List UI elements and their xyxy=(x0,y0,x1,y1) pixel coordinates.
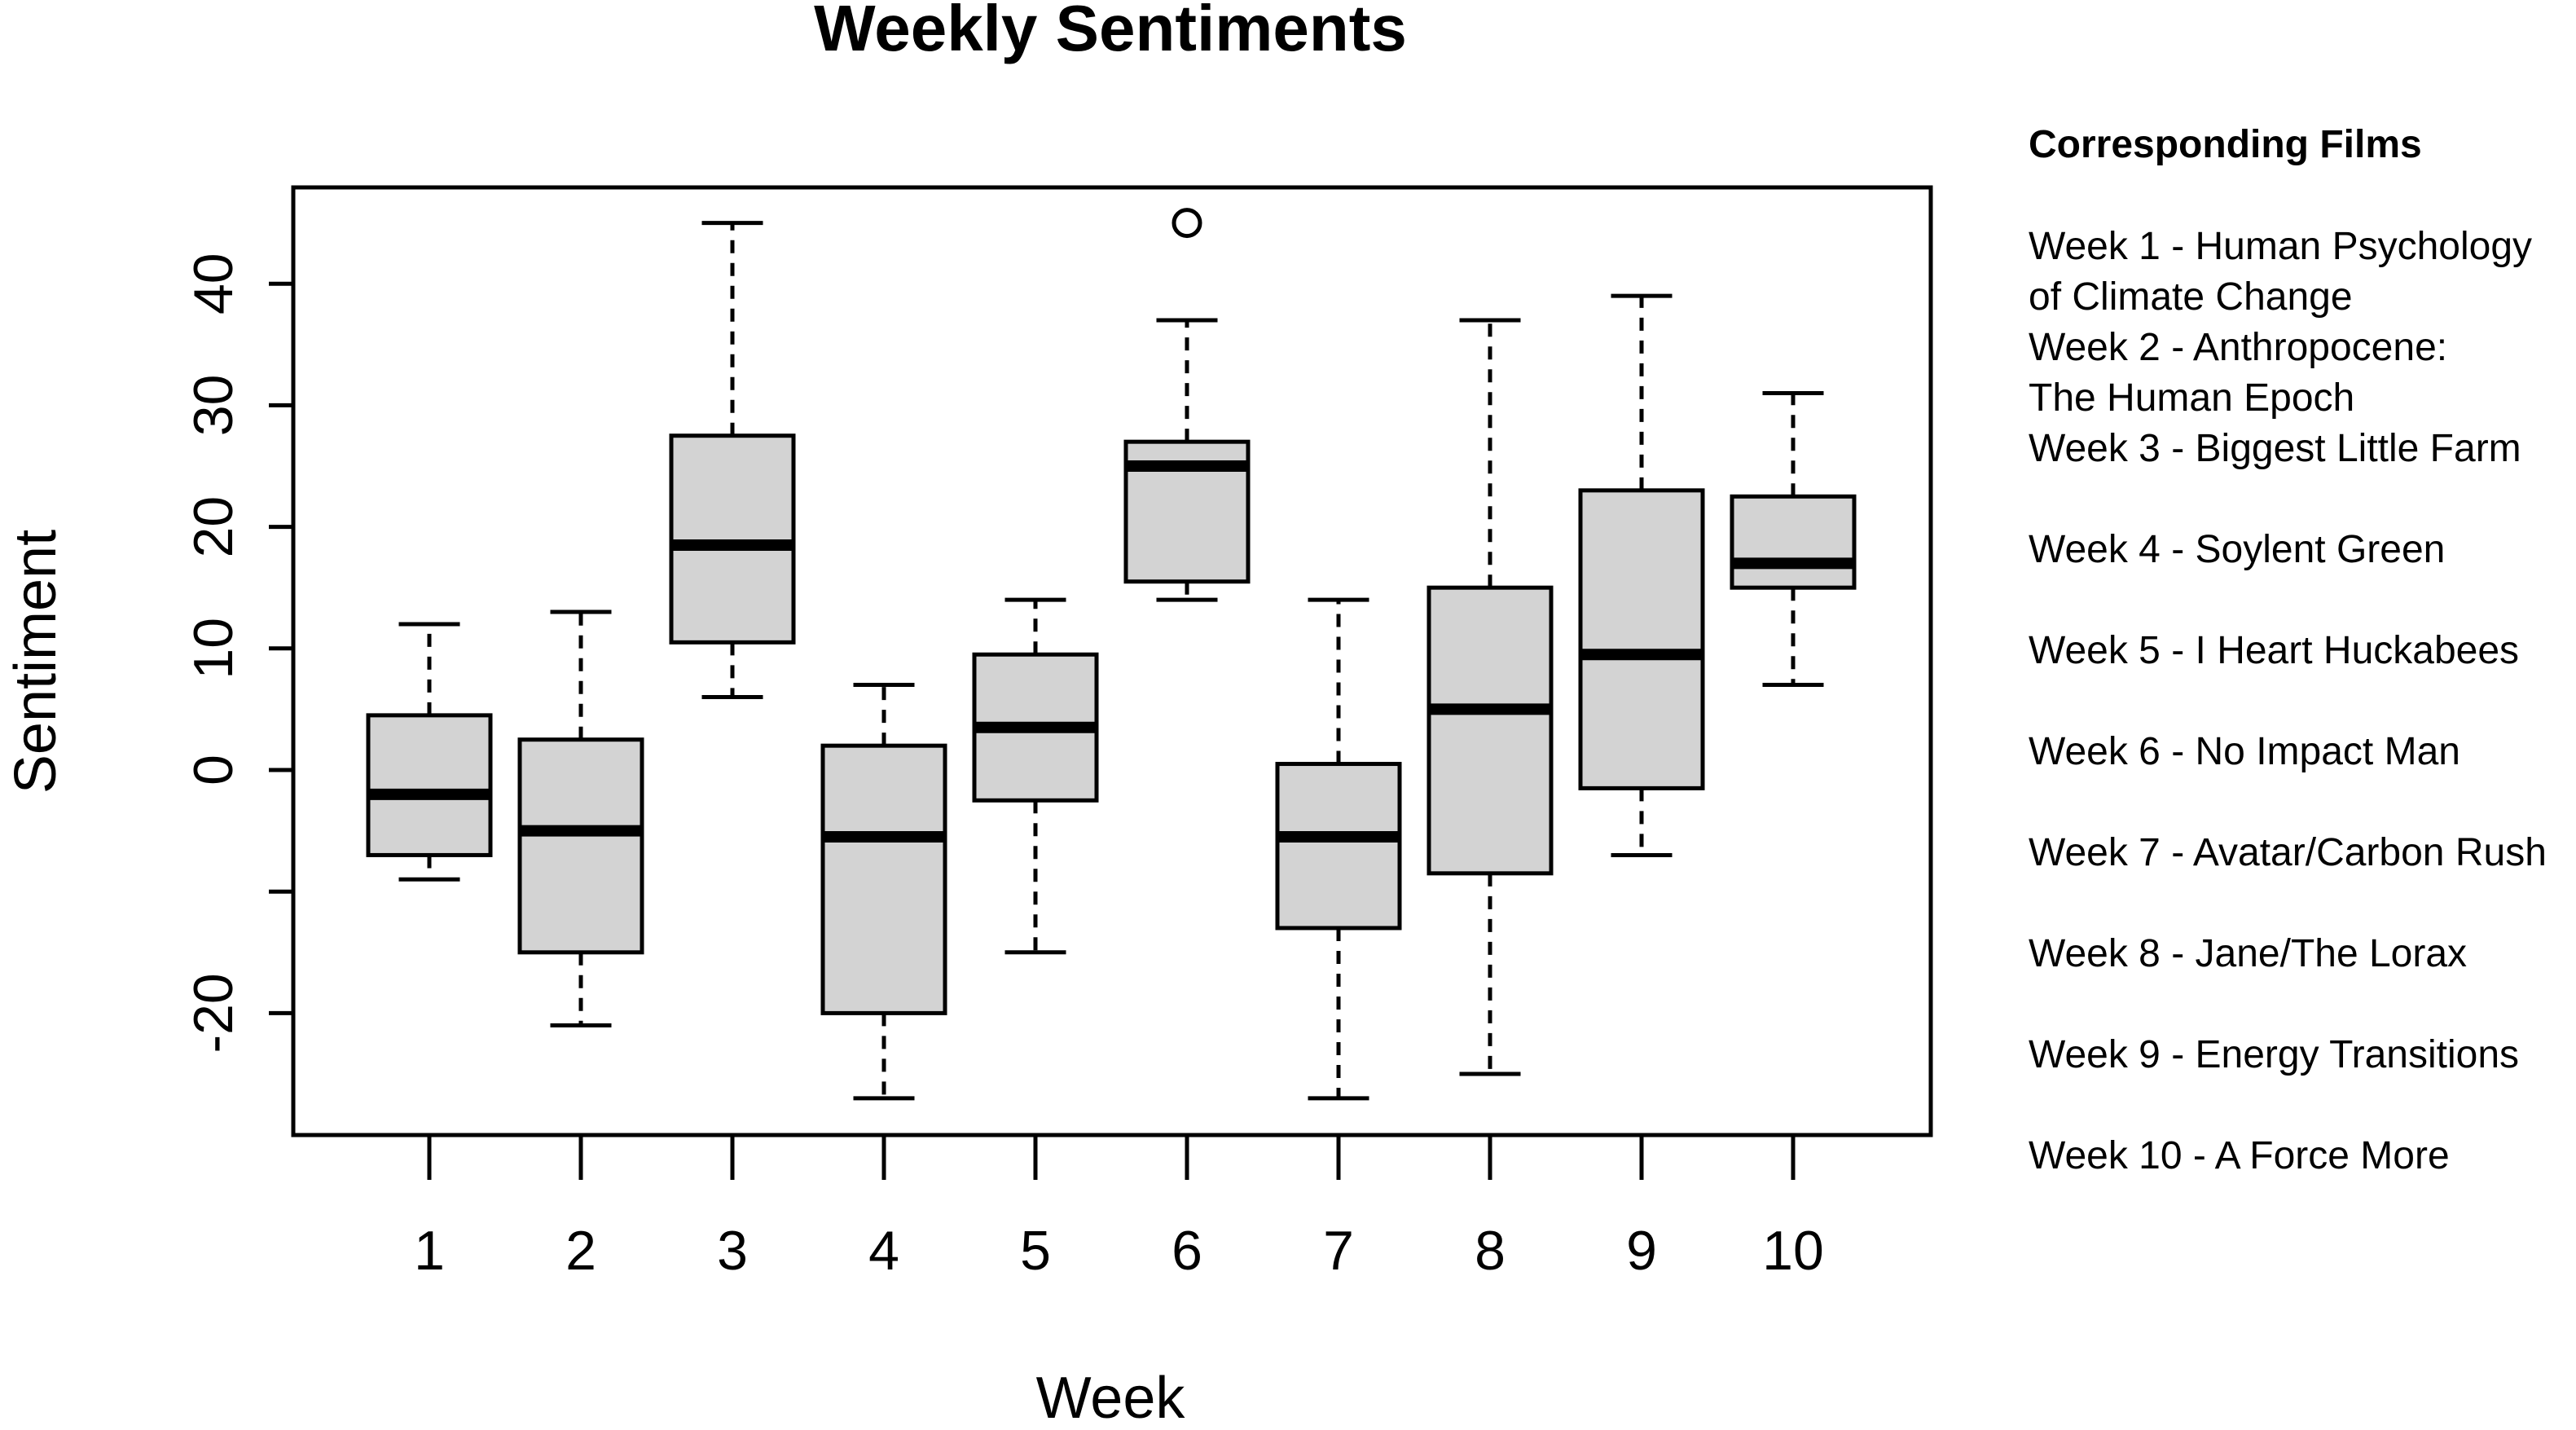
iqr-box xyxy=(1730,494,1857,590)
x-tick-label: 8 xyxy=(1475,1220,1506,1282)
y-axis: -20 0 10 20 30 40 xyxy=(182,253,293,1054)
legend-entry-week-2: The Human Epoch xyxy=(2029,376,2354,420)
legend-entry-week-5: Week 5 - I Heart Huckabees xyxy=(2029,629,2519,672)
legend-entry-week-4: Week 4 - Soylent Green xyxy=(2029,528,2445,571)
legend-entry-week-3: Week 3 - Biggest Little Farm xyxy=(2029,427,2521,470)
legend-entry-week-9: Week 9 - Energy Transitions xyxy=(2029,1033,2519,1076)
box-week-1 xyxy=(366,622,493,882)
iqr-box xyxy=(366,713,493,857)
box-week-6 xyxy=(1123,208,1251,602)
y-tick-label: 30 xyxy=(182,375,244,437)
legend-heading: Corresponding Films xyxy=(2029,123,2422,166)
box-week-2 xyxy=(517,609,644,1027)
box-week-5 xyxy=(972,597,1099,955)
film-legend: Corresponding Films Week 1 - Human Psych… xyxy=(2029,123,2547,1177)
y-tick-label: 20 xyxy=(182,496,244,558)
x-axis-label: Week xyxy=(1036,1366,1186,1426)
x-tick-label: 7 xyxy=(1323,1220,1354,1282)
box-week-3 xyxy=(669,221,796,699)
box-series xyxy=(366,208,1857,1101)
x-tick-label: 10 xyxy=(1762,1220,1824,1282)
chart-title: Weekly Sentiments xyxy=(814,0,1407,64)
x-tick-label: 5 xyxy=(1020,1220,1051,1282)
iqr-box xyxy=(669,433,796,645)
outlier-point xyxy=(1172,208,1202,239)
x-tick-label: 6 xyxy=(1172,1220,1202,1282)
box-week-4 xyxy=(820,683,947,1101)
box-week-10 xyxy=(1730,390,1857,688)
x-tick-label: 3 xyxy=(717,1220,748,1282)
x-axis: 1 2 3 4 5 6 7 8 9 10 xyxy=(414,1135,1824,1282)
legend-entry-week-1: of Climate Change xyxy=(2029,275,2353,319)
iqr-box xyxy=(820,743,947,1015)
legend-entry-week-1: Week 1 - Human Psychology xyxy=(2029,225,2532,268)
iqr-box xyxy=(1275,762,1402,931)
legend-entry-week-10: Week 10 - A Force More xyxy=(2029,1134,2450,1177)
y-axis-label: Sentiment xyxy=(3,530,68,794)
y-tick-label: 0 xyxy=(182,755,244,785)
box-week-9 xyxy=(1578,293,1705,857)
y-tick-label: -20 xyxy=(182,973,244,1053)
x-tick-label: 1 xyxy=(414,1220,445,1282)
x-tick-label: 2 xyxy=(565,1220,596,1282)
y-tick-label: 40 xyxy=(182,253,244,315)
plot-frame xyxy=(291,185,1933,1137)
x-tick-label: 9 xyxy=(1626,1220,1657,1282)
legend-entry-week-7: Week 7 - Avatar/Carbon Rush xyxy=(2029,831,2547,874)
box-week-7 xyxy=(1275,597,1402,1101)
iqr-box xyxy=(1426,585,1554,876)
legend-entry-week-2: Week 2 - Anthropocene: xyxy=(2029,326,2447,369)
legend-entry-week-8: Week 8 - Jane/The Lorax xyxy=(2029,932,2467,975)
y-tick-label: 10 xyxy=(182,618,244,680)
iqr-box xyxy=(1578,488,1705,790)
box-week-8 xyxy=(1426,318,1554,1076)
legend-entry-week-6: Week 6 - No Impact Man xyxy=(2029,730,2460,773)
iqr-box xyxy=(517,737,644,955)
x-tick-label: 4 xyxy=(868,1220,899,1282)
